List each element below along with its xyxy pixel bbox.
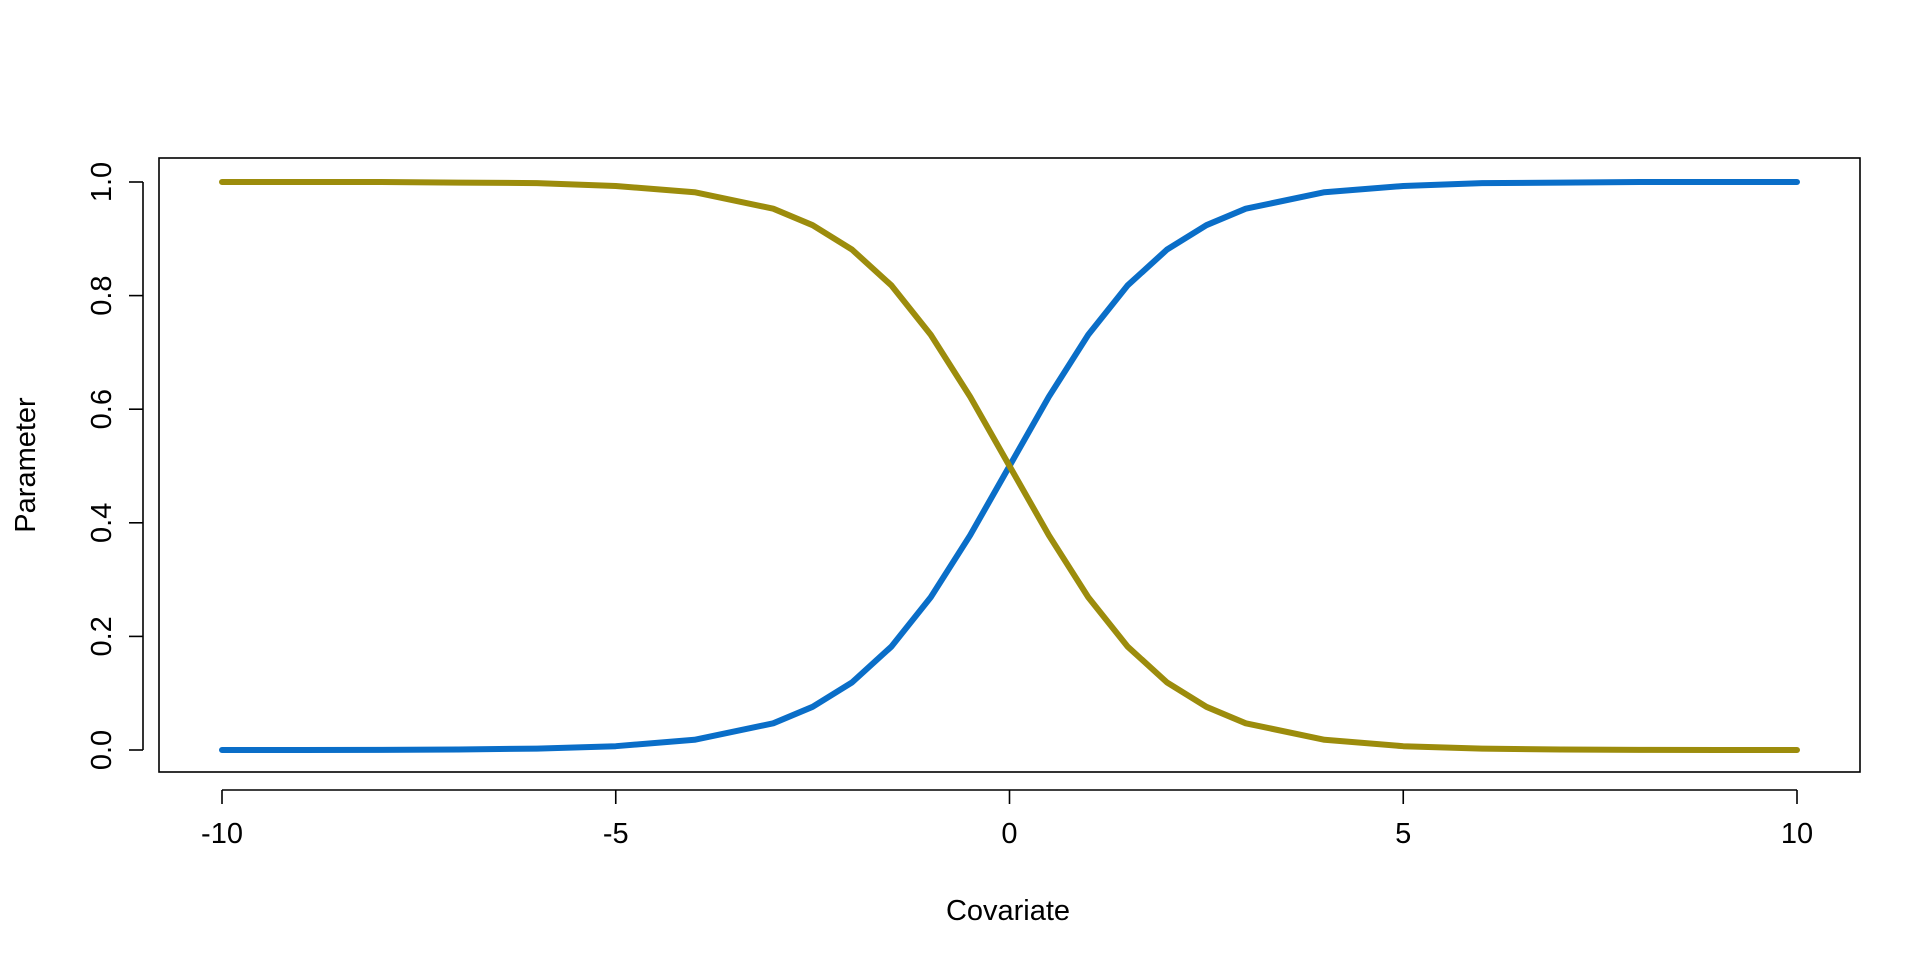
- series-layer: [219, 179, 1800, 753]
- x-axis: -10 -5 0 5 10: [201, 789, 1813, 850]
- x-tick-label-4: 10: [1781, 818, 1813, 850]
- series-line-2: [219, 179, 1800, 753]
- x-axis-label: Covariate: [946, 895, 1070, 927]
- plot-frame: [158, 157, 1861, 773]
- x-tick-label-2: 0: [1001, 818, 1017, 850]
- x-tick-label-1: -5: [603, 818, 629, 850]
- y-tick-label-5: 1.0: [86, 162, 118, 202]
- y-tick-label-4: 0.8: [86, 275, 118, 315]
- y-tick-label-1: 0.2: [86, 616, 118, 656]
- y-tick-label-2: 0.4: [86, 503, 118, 543]
- x-tick-label-3: 5: [1395, 818, 1411, 850]
- y-axis-label: Parameter: [10, 397, 42, 533]
- x-tick-label-0: -10: [201, 818, 243, 850]
- y-tick-label-0: 0.0: [86, 730, 118, 770]
- y-axis: 0.0 0.2 0.4 0.6 0.8 1.0: [86, 162, 144, 770]
- y-tick-label-3: 0.6: [86, 389, 118, 429]
